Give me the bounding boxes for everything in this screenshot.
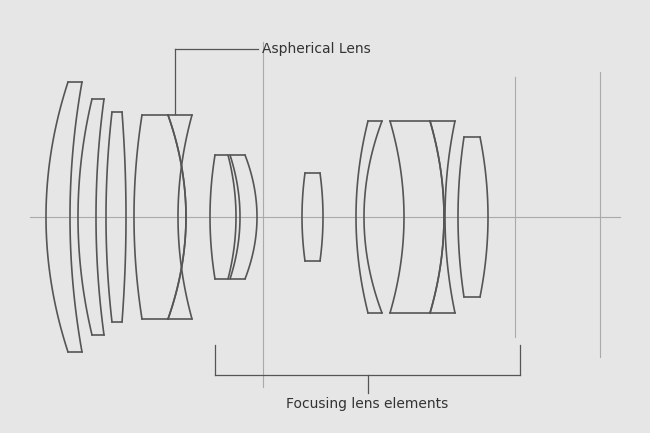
Text: Aspherical Lens: Aspherical Lens xyxy=(262,42,370,56)
Text: Focusing lens elements: Focusing lens elements xyxy=(287,397,448,411)
